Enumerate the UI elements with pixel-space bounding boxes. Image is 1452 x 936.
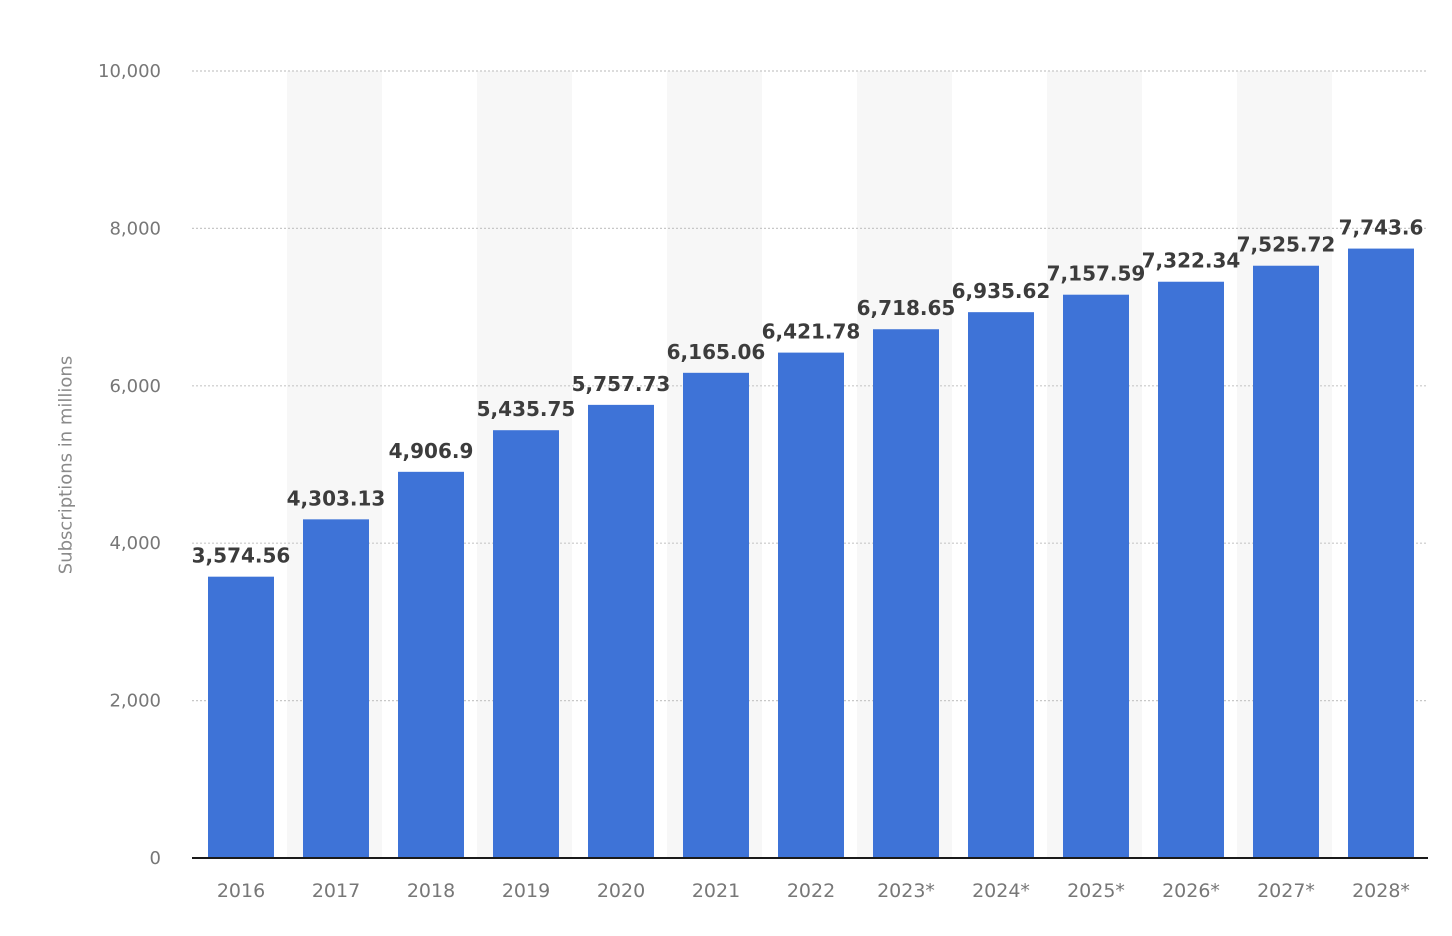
bar-value-label: 7,322.34 — [1142, 249, 1241, 273]
bar[interactable] — [398, 471, 464, 858]
x-tick-label: 2027* — [1257, 880, 1315, 902]
bar[interactable] — [778, 352, 844, 858]
bar[interactable] — [873, 329, 939, 858]
bar-value-label: 7,525.72 — [1237, 233, 1336, 257]
x-tick-label: 2021 — [692, 880, 740, 902]
bar[interactable] — [1063, 294, 1129, 859]
y-tick-label: 10,000 — [98, 61, 161, 82]
bars — [208, 248, 1414, 859]
bar[interactable] — [1158, 281, 1224, 859]
y-tick-label: 4,000 — [109, 533, 161, 554]
bar[interactable] — [968, 312, 1034, 858]
bar-value-label: 4,303.13 — [287, 486, 386, 510]
x-tick-label: 2019 — [502, 880, 550, 902]
value-labels: 3,574.56 4,303.134,906.95,435.755,757.73 6… — [192, 216, 1424, 568]
x-tick-label: 2017 — [312, 880, 360, 902]
bar[interactable] — [588, 404, 654, 858]
bar-value-label: 5,435.75 — [477, 397, 576, 421]
bar[interactable] — [1348, 248, 1414, 858]
x-tick-labels: 2016 2017 2018 2019 2020 2021 2022 2023* 2024* 20… — [217, 880, 1410, 902]
bar[interactable] — [683, 372, 749, 858]
y-tick-label: 0 — [150, 848, 161, 869]
x-tick-label: 2024* — [972, 880, 1030, 902]
bar-value-label: 7,743.6 — [1339, 216, 1424, 240]
bar[interactable] — [493, 430, 559, 858]
bar-value-label: 6,421.78 — [762, 320, 861, 344]
x-tick-label: 2026* — [1162, 880, 1220, 902]
bar[interactable] — [208, 576, 274, 858]
y-tick-labels: 0 2,000 4,000 6,000 8,000 10,000 — [98, 61, 161, 869]
bar[interactable] — [303, 519, 369, 858]
bar[interactable] — [1253, 265, 1319, 858]
x-tick-label: 2018 — [407, 880, 455, 902]
y-tick-label: 2,000 — [109, 691, 161, 712]
bar-value-label: 6,165.06 — [667, 340, 766, 364]
bar-value-label: 4,906.9 — [389, 439, 474, 463]
bar-value-label: 3,574.56 — [192, 544, 291, 568]
x-tick-label: 2023* — [877, 880, 935, 902]
x-tick-label: 2020 — [597, 880, 645, 902]
x-tick-label: 2028* — [1352, 880, 1410, 902]
y-tick-label: 6,000 — [109, 376, 161, 397]
bar-value-label: 5,757.73 — [572, 372, 671, 396]
bar-value-label: 6,935.62 — [952, 279, 1051, 303]
bar-value-label: 6,718.65 — [857, 296, 956, 320]
bar-value-label: 7,157.59 — [1047, 262, 1146, 286]
x-tick-label: 2016 — [217, 880, 265, 902]
y-tick-label: 8,000 — [109, 218, 161, 239]
x-tick-label: 2022 — [787, 880, 835, 902]
x-tick-label: 2025* — [1067, 880, 1125, 902]
